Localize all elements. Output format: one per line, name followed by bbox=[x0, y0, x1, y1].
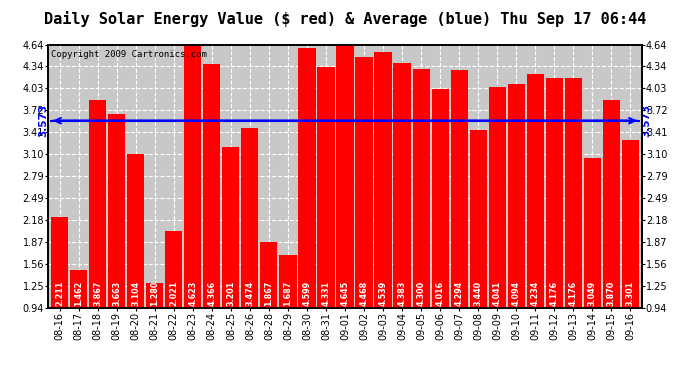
Text: 4.366: 4.366 bbox=[208, 281, 217, 306]
Text: 4.294: 4.294 bbox=[455, 281, 464, 306]
Text: 4.599: 4.599 bbox=[302, 281, 311, 306]
Text: 3.870: 3.870 bbox=[607, 281, 615, 306]
Text: 3.104: 3.104 bbox=[131, 281, 140, 306]
Bar bbox=[127, 154, 144, 308]
Text: 3.301: 3.301 bbox=[626, 281, 635, 306]
Bar bbox=[564, 78, 582, 308]
Text: 4.539: 4.539 bbox=[379, 281, 388, 306]
Bar bbox=[451, 69, 468, 308]
Text: 4.468: 4.468 bbox=[359, 281, 368, 306]
Bar bbox=[337, 45, 353, 308]
Text: 4.331: 4.331 bbox=[322, 281, 331, 306]
Bar bbox=[51, 217, 68, 308]
Bar bbox=[584, 158, 601, 308]
Bar bbox=[204, 64, 220, 308]
Bar bbox=[431, 89, 448, 308]
Bar bbox=[317, 67, 335, 308]
Bar bbox=[146, 284, 164, 308]
Text: 4.645: 4.645 bbox=[340, 281, 350, 306]
Text: 1.687: 1.687 bbox=[284, 281, 293, 306]
Text: 3.867: 3.867 bbox=[93, 281, 102, 306]
Text: 4.623: 4.623 bbox=[188, 281, 197, 306]
Text: 1.280: 1.280 bbox=[150, 281, 159, 306]
Bar bbox=[393, 63, 411, 308]
Bar bbox=[108, 114, 126, 308]
Bar bbox=[279, 255, 297, 308]
Bar bbox=[260, 242, 277, 308]
Text: 4.234: 4.234 bbox=[531, 281, 540, 306]
Bar bbox=[489, 87, 506, 308]
Text: Copyright 2009 Cartronics.com: Copyright 2009 Cartronics.com bbox=[51, 50, 207, 59]
Bar bbox=[375, 52, 392, 308]
Text: 4.176: 4.176 bbox=[550, 281, 559, 306]
Text: 3.573: 3.573 bbox=[39, 104, 48, 137]
Text: 4.016: 4.016 bbox=[435, 281, 444, 306]
Text: 4.041: 4.041 bbox=[493, 281, 502, 306]
Text: 2.021: 2.021 bbox=[169, 281, 178, 306]
Bar bbox=[355, 57, 373, 308]
Bar bbox=[70, 270, 88, 308]
Text: 1.867: 1.867 bbox=[264, 281, 273, 306]
Bar bbox=[470, 130, 486, 308]
Text: 3.474: 3.474 bbox=[246, 281, 255, 306]
Bar bbox=[546, 78, 563, 308]
Bar bbox=[184, 46, 201, 308]
Text: 3.440: 3.440 bbox=[473, 281, 482, 306]
Bar bbox=[526, 74, 544, 308]
Text: 4.094: 4.094 bbox=[512, 281, 521, 306]
Text: 3.201: 3.201 bbox=[226, 281, 235, 306]
Bar bbox=[298, 48, 315, 308]
Bar bbox=[413, 69, 430, 308]
Text: 4.383: 4.383 bbox=[397, 281, 406, 306]
Text: 3.663: 3.663 bbox=[112, 281, 121, 306]
Text: 3.573: 3.573 bbox=[642, 104, 651, 137]
Bar bbox=[222, 147, 239, 308]
Text: 3.049: 3.049 bbox=[588, 281, 597, 306]
Bar bbox=[622, 140, 639, 308]
Text: 1.462: 1.462 bbox=[75, 281, 83, 306]
Bar bbox=[508, 84, 524, 308]
Text: 4.300: 4.300 bbox=[417, 281, 426, 306]
Bar bbox=[89, 100, 106, 308]
Text: 4.176: 4.176 bbox=[569, 281, 578, 306]
Text: Daily Solar Energy Value ($ red) & Average (blue) Thu Sep 17 06:44: Daily Solar Energy Value ($ red) & Avera… bbox=[44, 11, 646, 27]
Text: 2.211: 2.211 bbox=[55, 281, 64, 306]
Bar bbox=[602, 100, 620, 308]
Bar bbox=[241, 128, 259, 308]
Bar bbox=[166, 231, 182, 308]
